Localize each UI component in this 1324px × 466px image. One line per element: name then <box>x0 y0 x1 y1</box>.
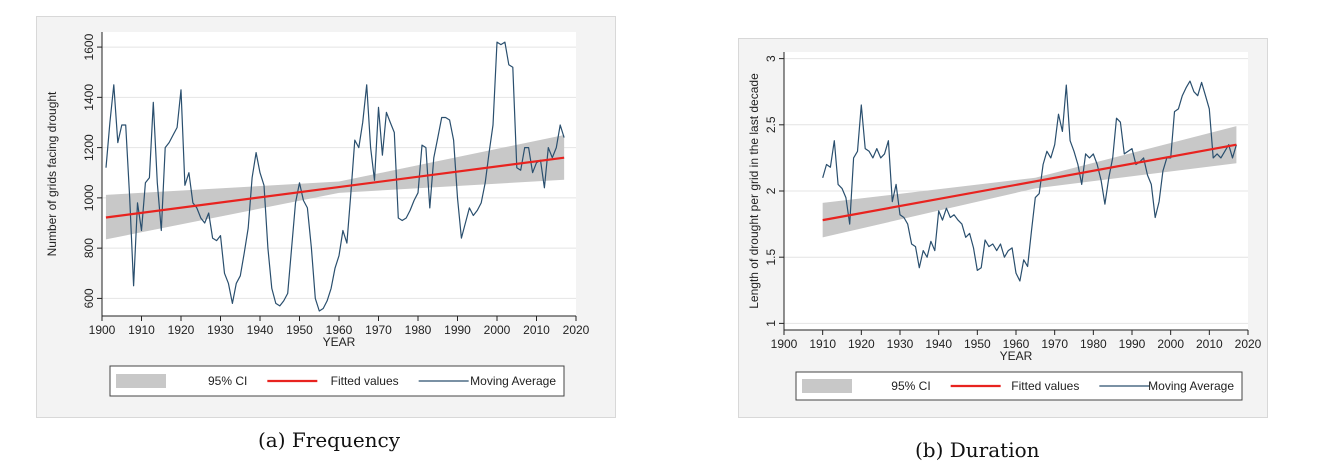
caption-frequency: (a) Frequency <box>258 428 401 452</box>
x-tick-label: 2010 <box>1196 337 1223 351</box>
legend-swatch-ci <box>802 379 852 393</box>
x-tick-label: 1930 <box>207 323 234 337</box>
y-tick-label: 1600 <box>82 33 96 60</box>
y-tick-label: 1000 <box>82 184 96 211</box>
x-axis-title: YEAR <box>323 335 356 349</box>
legend-label-fit: Fitted values <box>331 374 399 388</box>
legend-label-ci: 95% CI <box>208 374 247 388</box>
x-tick-label: 1920 <box>168 323 195 337</box>
x-tick-label: 1970 <box>1041 337 1068 351</box>
x-axis-title: YEAR <box>1000 349 1033 363</box>
x-tick-label: 1920 <box>848 337 875 351</box>
x-tick-label: 1950 <box>286 323 313 337</box>
x-tick-label: 1980 <box>405 323 432 337</box>
legend-box <box>109 365 565 397</box>
x-tick-label: 1980 <box>1080 337 1107 351</box>
legend-label-ma: Moving Average <box>470 374 556 388</box>
legend-label-ci: 95% CI <box>891 379 930 393</box>
chart-frequency: 600 800 1000 1200 1400 1600 1900 1910 1920 1930 19… <box>36 16 616 418</box>
x-tick-label: 2010 <box>523 323 550 337</box>
x-tick-label: 1950 <box>964 337 991 351</box>
legend-swatch-ci <box>116 374 166 388</box>
y-tick-label: 2 <box>764 187 778 194</box>
legend-box <box>795 371 1243 401</box>
fitted-values-line <box>105 156 565 219</box>
y-tick-label: 1400 <box>82 84 96 111</box>
x-tick-label: 2000 <box>484 323 511 337</box>
x-tick-label: 2000 <box>1157 337 1184 351</box>
x-tick-label: 1930 <box>887 337 914 351</box>
x-tick-label: 1910 <box>128 323 155 337</box>
x-tick-label: 2020 <box>1235 337 1262 351</box>
y-tick-label: 2.5 <box>764 116 778 133</box>
y-axis-title: Length of drought per grid in the last d… <box>747 73 761 309</box>
fitted-values-line <box>822 143 1237 222</box>
x-tick-label: 1960 <box>1003 337 1030 351</box>
x-tick-label: 1990 <box>1119 337 1146 351</box>
y-tick-label: 800 <box>82 238 96 258</box>
x-tick-label: 1970 <box>365 323 392 337</box>
x-tick-label: 1940 <box>925 337 952 351</box>
x-tick-label: 1910 <box>809 337 836 351</box>
legend-label-fit: Fitted values <box>1011 379 1079 393</box>
y-tick-label: 3 <box>764 55 778 62</box>
y-tick-label: 1200 <box>82 134 96 161</box>
x-tick-label: 1960 <box>326 323 353 337</box>
y-tick-label: 1 <box>764 320 778 327</box>
chart-panel-duration: 1 1.5 2 2.5 3 1900 1910 1920 1930 1940 1950 1960 197… <box>738 38 1268 423</box>
x-tick-label: 1900 <box>89 323 116 337</box>
x-tick-label: 1900 <box>771 337 798 351</box>
chart-duration: 1 1.5 2 2.5 3 1900 1910 1920 1930 1940 1950 1960 197… <box>738 38 1268 418</box>
y-tick-label: 1.5 <box>764 249 778 266</box>
caption-duration: (b) Duration <box>915 438 1040 462</box>
moving-average-line <box>105 41 565 312</box>
y-tick-label: 600 <box>82 288 96 308</box>
x-tick-label: 1940 <box>247 323 274 337</box>
x-tick-label: 1990 <box>444 323 471 337</box>
x-tick-label: 2020 <box>563 323 590 337</box>
legend-label-ma: Moving Average <box>1148 379 1234 393</box>
y-axis-title: Number of grids facing drought <box>45 91 59 256</box>
chart-panel-frequency: 600 800 1000 1200 1400 1600 1900 1910 1920 1930 19… <box>36 16 616 423</box>
